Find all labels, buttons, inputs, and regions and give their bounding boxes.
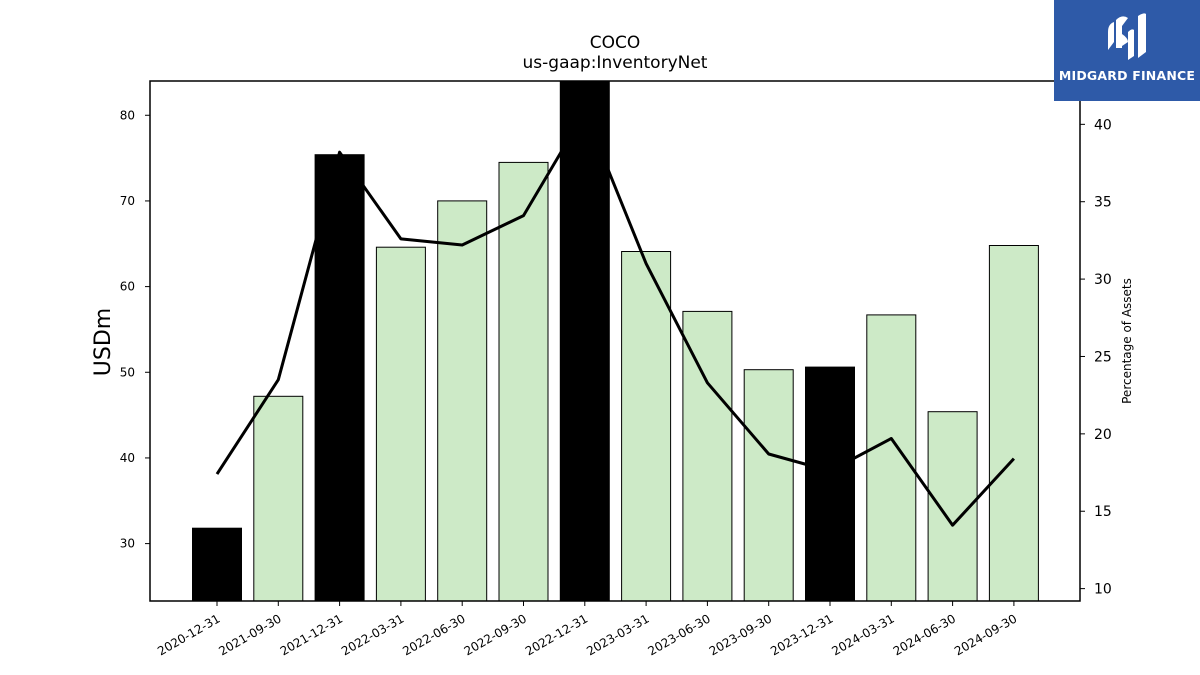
xtick-label-2022-12-31: 2022-12-31 [523,611,590,658]
xtick-label-2024-09-30: 2024-09-30 [952,611,1019,658]
y-axis-label-right: Percentage of Assets [1120,278,1134,404]
bar-2021-12-31 [314,154,365,602]
ytick-right-label-25: 25 [1094,349,1112,365]
ytick-right-label-35: 35 [1094,195,1112,211]
bar-2022-12-31 [559,80,610,602]
ytick-label-30: 30 [120,537,135,551]
bar-2022-06-30 [437,200,488,602]
ytick-right-label-15: 15 [1094,504,1112,520]
xtick-label-2022-09-30: 2022-09-30 [462,611,529,658]
logo: MIDGARD FINANCE [1054,0,1200,101]
logo-text: MIDGARD FINANCE [1058,68,1196,83]
xtick-label-2023-09-30: 2023-09-30 [707,611,774,658]
ytick-label-40: 40 [120,451,135,465]
line-layer [215,110,1016,527]
ytick-label-60: 60 [120,280,135,294]
bar-2023-06-30 [682,310,733,602]
xtick-label-2021-12-31: 2021-12-31 [278,611,345,658]
plot-frame [149,80,1081,602]
ytick-label-70: 70 [120,194,135,208]
bar-2024-09-30 [988,245,1039,602]
y-axis-right: 10 15 20 25 30 35 40 [1080,117,1112,598]
bar-2023-09-30 [743,369,794,602]
ytick-right-label-10: 10 [1094,582,1112,598]
percentage-line [215,110,1016,527]
xtick-label-2023-12-31: 2023-12-31 [768,611,835,658]
bar-2022-09-30 [498,161,549,602]
y-axis-label: USDm [91,308,116,376]
xtick-label-2020-12-31: 2020-12-31 [155,611,222,658]
xtick-label-2024-06-30: 2024-06-30 [891,611,958,658]
ytick-right-label-20: 20 [1094,427,1112,443]
chart-title: COCO [590,33,641,53]
bars [192,80,1039,602]
y-axis-left: 30 40 50 60 70 80 [120,108,150,551]
xtick-label-2024-03-31: 2024-03-31 [829,611,896,658]
xtick-label-2021-09-30: 2021-09-30 [216,611,283,658]
bar-2022-03-31 [375,246,426,602]
chart-subtitle: us-gaap:InventoryNet [523,53,708,73]
bar-2023-03-31 [621,251,672,602]
ytick-label-50: 50 [120,365,135,379]
ytick-right-label-30: 30 [1094,272,1112,288]
xtick-label-2022-03-31: 2022-03-31 [339,611,406,658]
bar-2021-09-30 [253,395,304,602]
x-axis: 2020-12-312021-09-302021-12-312022-03-31… [155,601,1019,658]
midgard-logo-icon [1108,13,1146,60]
bar-2020-12-31 [192,527,242,602]
xtick-label-2023-06-30: 2023-06-30 [645,611,712,658]
bar-2024-03-31 [866,314,917,602]
bar-2023-12-31 [805,366,855,602]
xtick-label-2022-06-30: 2022-06-30 [400,611,467,658]
xtick-label-2023-03-31: 2023-03-31 [584,611,651,658]
ytick-label-80: 80 [120,108,135,122]
ytick-right-label-40: 40 [1094,117,1112,133]
